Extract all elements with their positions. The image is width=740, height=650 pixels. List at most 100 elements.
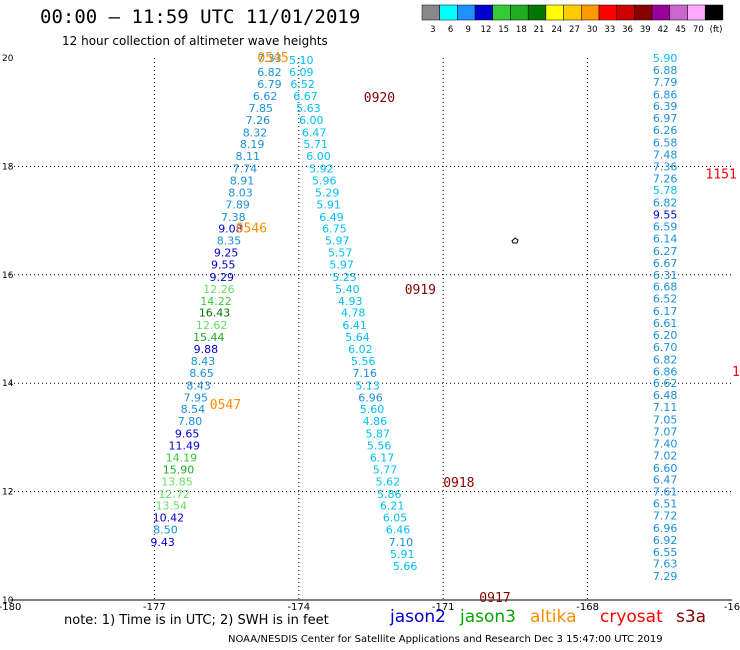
swh-value: 6.62 bbox=[653, 377, 678, 390]
swh-value: 5.91 bbox=[316, 198, 341, 211]
swh-value: 6.88 bbox=[653, 64, 678, 77]
colorbar-label: 24 bbox=[551, 25, 562, 35]
colorbar-label: 45 bbox=[675, 25, 686, 35]
colorbar-label: 39 bbox=[640, 25, 651, 35]
swh-value: 8.65 bbox=[189, 367, 214, 380]
swh-value: 5.40 bbox=[335, 283, 360, 296]
swh-value: 5.78 bbox=[653, 184, 678, 197]
swh-value: 7.85 bbox=[249, 102, 274, 115]
colorbar-label: 30 bbox=[587, 25, 598, 35]
swh-value: 8.54 bbox=[181, 403, 206, 416]
swh-value: 6.52 bbox=[290, 78, 315, 91]
colorbar-label: 33 bbox=[604, 25, 615, 35]
footer-credit: NOAA/NESDIS Center for Satellite Applica… bbox=[228, 634, 663, 645]
swh-value: 7.10 bbox=[389, 536, 414, 549]
swh-value: 14.22 bbox=[200, 295, 232, 308]
swh-value: 6.97 bbox=[653, 112, 678, 125]
swh-value: 5.97 bbox=[329, 259, 354, 272]
swh-value: 9.43 bbox=[150, 536, 175, 549]
swh-value: 6.47 bbox=[302, 126, 327, 139]
swh-value: 6.68 bbox=[653, 281, 678, 294]
swh-value: 7.26 bbox=[653, 172, 678, 185]
swh-value: 6.75 bbox=[322, 223, 347, 236]
swh-value: 9.25 bbox=[214, 247, 239, 260]
x-tick-label: -16 bbox=[724, 602, 740, 613]
time-label: 0917 bbox=[479, 591, 510, 606]
swh-value: 4.86 bbox=[363, 415, 388, 428]
colorbar-swatch bbox=[598, 4, 617, 21]
y-tick-label: 12 bbox=[2, 488, 13, 498]
swh-value: 6.47 bbox=[653, 474, 678, 487]
swh-value: 6.67 bbox=[293, 90, 318, 103]
swh-value: 7.48 bbox=[653, 148, 678, 161]
swh-value: 5.77 bbox=[373, 463, 398, 476]
y-tick-label: 10 bbox=[2, 596, 14, 606]
swh-value: 5.92 bbox=[309, 163, 334, 176]
colorbar-swatch bbox=[474, 4, 494, 21]
swh-value: 7.74 bbox=[233, 163, 258, 176]
swh-value: 6.00 bbox=[299, 114, 324, 127]
swh-value: 5.66 bbox=[393, 560, 418, 573]
colorbar-swatch bbox=[651, 4, 671, 21]
colorbar-label: 6 bbox=[448, 25, 453, 35]
swh-value: 6.21 bbox=[380, 500, 405, 513]
swh-value: 5.10 bbox=[289, 54, 314, 67]
colorbar-swatch bbox=[581, 4, 600, 21]
swh-value: 6.58 bbox=[653, 137, 678, 150]
swh-value: 6.20 bbox=[653, 329, 678, 342]
swh-value: 5.87 bbox=[365, 428, 390, 441]
swh-value: 7.33 bbox=[257, 52, 282, 65]
time-label: 0547 bbox=[210, 398, 241, 413]
time-label: 0546 bbox=[236, 222, 267, 237]
swh-value: 6.96 bbox=[358, 391, 383, 404]
swh-value: 7.63 bbox=[653, 558, 678, 571]
time-label: 0918 bbox=[443, 476, 474, 491]
time-label: 0919 bbox=[405, 283, 436, 298]
swh-value: 6.60 bbox=[653, 462, 678, 475]
colorbar-swatch bbox=[492, 4, 511, 21]
swh-value: 7.89 bbox=[225, 198, 250, 211]
swh-value: 8.35 bbox=[217, 235, 242, 248]
chart-subtitle: 12 hour collection of altimeter wave hei… bbox=[62, 34, 328, 48]
x-tick-label: -171 bbox=[432, 602, 455, 613]
swh-value: 6.09 bbox=[289, 66, 314, 79]
swh-value: 7.72 bbox=[653, 509, 678, 522]
swh-value: 8.43 bbox=[186, 379, 211, 392]
swh-value: 5.71 bbox=[303, 138, 328, 151]
swh-value: 6.86 bbox=[653, 365, 678, 378]
colorbar-swatch bbox=[616, 4, 635, 21]
colorbar-label: 3 bbox=[430, 25, 435, 35]
swh-value: 10.42 bbox=[153, 512, 185, 525]
swh-value: 5.90 bbox=[653, 52, 678, 65]
swh-value: 7.80 bbox=[178, 415, 203, 428]
swh-value: 5.91 bbox=[390, 548, 415, 561]
colorbar-label: 15 bbox=[498, 25, 509, 35]
swh-value: 6.41 bbox=[342, 319, 367, 332]
y-tick-label: 20 bbox=[2, 54, 14, 64]
swh-value: 6.27 bbox=[653, 245, 678, 258]
colorbar-label: 36 bbox=[622, 25, 633, 35]
chart-title: 00:00 – 11:59 UTC 11/01/2019 bbox=[40, 6, 361, 28]
swh-value: 6.67 bbox=[653, 257, 678, 270]
colorbar-label: 27 bbox=[569, 25, 580, 35]
swh-value: 13.85 bbox=[161, 475, 193, 488]
colorbar-label: 9 bbox=[466, 25, 471, 35]
time-label: 1151 bbox=[706, 168, 737, 183]
footer-note: note: 1) Time is in UTC; 2) SWH is in fe… bbox=[64, 613, 329, 628]
swh-value: 6.92 bbox=[653, 534, 678, 547]
y-tick-label: 14 bbox=[2, 379, 14, 389]
swh-value: 6.49 bbox=[319, 211, 344, 224]
swh-value: 6.48 bbox=[653, 389, 678, 402]
swh-value: 5.96 bbox=[312, 174, 337, 187]
swh-value: 13.54 bbox=[155, 500, 187, 513]
swh-value: 9.55 bbox=[653, 209, 678, 222]
swh-value: 6.39 bbox=[653, 100, 678, 113]
colorbar-label: (ft) bbox=[710, 25, 723, 35]
swh-value: 6.31 bbox=[653, 269, 678, 282]
swh-value: 8.91 bbox=[230, 174, 255, 187]
swh-value: 7.95 bbox=[184, 391, 209, 404]
x-tick-label: -180 bbox=[0, 602, 21, 613]
swh-value: 5.56 bbox=[351, 355, 376, 368]
colorbar-swatch bbox=[563, 4, 582, 21]
swh-value: 7.61 bbox=[653, 486, 678, 499]
